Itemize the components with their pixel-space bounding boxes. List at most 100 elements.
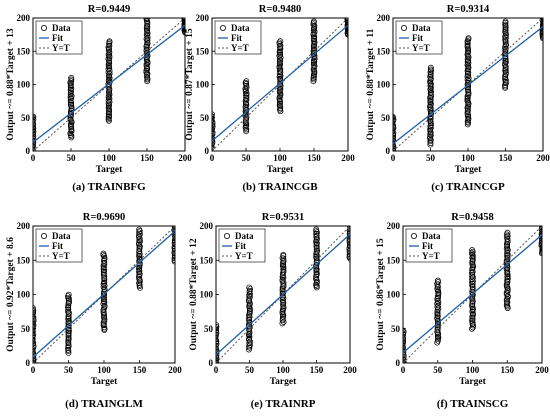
data-point: [136, 252, 142, 259]
data-point: [345, 31, 348, 37]
data-point: [504, 229, 511, 236]
x-tick-label: 50: [64, 365, 74, 375]
data-point: [65, 308, 71, 315]
data-point: [344, 18, 348, 25]
data-point: [434, 320, 441, 327]
data-point: [137, 231, 143, 237]
data-point: [280, 268, 287, 275]
data-point: [502, 24, 509, 31]
x-tick-label: 200: [536, 153, 550, 163]
data-point: [434, 337, 441, 344]
data-point: [100, 250, 107, 257]
plot-title: R=0.9458: [451, 212, 493, 223]
x-tick-label: 0: [31, 153, 36, 163]
y-axis-label: Output ~= 0.86*Target + 15: [376, 238, 386, 351]
data-point: [212, 119, 216, 126]
data-point: [106, 38, 113, 45]
x-tick-label: 150: [499, 153, 513, 163]
data-point: [106, 67, 113, 74]
data-point: [504, 246, 511, 253]
data-point: [171, 244, 175, 251]
data-point: [33, 328, 36, 335]
data-point: [33, 314, 37, 321]
data-point: [101, 282, 108, 289]
data-point: [277, 66, 284, 73]
data-point: [468, 325, 475, 332]
data-point: [243, 128, 250, 135]
data-point: [539, 24, 543, 31]
data-point: [465, 60, 472, 67]
data-point: [143, 73, 150, 80]
data-point: [427, 122, 434, 129]
data-point: [393, 124, 397, 130]
y-tick-label: 50: [204, 324, 214, 334]
data-point: [216, 336, 219, 343]
data-point: [403, 348, 407, 355]
data-point: [65, 331, 72, 338]
data-point: [393, 130, 397, 137]
data-point: [171, 237, 175, 244]
plot-title: R=0.9314: [447, 4, 490, 15]
data-point: [539, 243, 542, 250]
data-point: [345, 21, 348, 28]
data-point: [100, 252, 107, 259]
y-tick-label: 200: [196, 13, 210, 23]
data-point: [101, 278, 108, 285]
legend-fit-label: Fit: [231, 33, 242, 43]
data-point: [465, 82, 472, 89]
data-point: [33, 336, 36, 343]
fit-line: [216, 233, 350, 356]
data-point: [310, 48, 317, 55]
data-point: [469, 247, 476, 254]
legend-yt-label: Y=T: [422, 251, 440, 261]
data-point: [247, 293, 253, 300]
data-point: [464, 93, 471, 100]
data-point: [502, 33, 509, 40]
data-point: [144, 37, 151, 44]
data-point: [344, 18, 348, 23]
data-point: [143, 61, 150, 68]
regression-panel-d: 0 50 100 150 200 0 50 100 150 200 R=0.9690 Target Ou…: [6, 212, 182, 410]
regression-panel-b: 0 50 100 150 200 0 50 100 150 200 R=0.9480 Target Ou…: [185, 4, 355, 193]
legend-fit-label: Fit: [412, 33, 423, 43]
data-point: [143, 63, 150, 70]
data-point: [136, 248, 143, 254]
data-point: [106, 52, 113, 59]
data-point: [212, 138, 216, 145]
data-point: [276, 73, 283, 80]
data-point: [280, 251, 287, 258]
y-tick-label: 100: [200, 290, 214, 300]
data-point: [246, 284, 253, 291]
x-tick-label: 100: [276, 365, 290, 375]
data-point: [172, 241, 175, 248]
data-point: [279, 286, 286, 293]
data-point: [67, 115, 74, 122]
x-tick-label: 150: [501, 365, 515, 375]
data-point: [171, 255, 175, 262]
data-point: [280, 295, 287, 302]
data-point: [465, 103, 472, 110]
legend-data-marker: [223, 232, 230, 239]
y-tick-label: 150: [200, 255, 214, 265]
data-point: [247, 286, 254, 293]
data-point: [393, 148, 397, 151]
data-point: [67, 86, 74, 93]
data-point: [469, 274, 476, 281]
data-point: [313, 243, 320, 250]
data-point: [277, 54, 284, 61]
data-point: [33, 146, 36, 151]
data-point: [313, 228, 320, 235]
x-tick-label: 100: [97, 365, 111, 375]
data-point: [469, 321, 476, 327]
data-point: [346, 242, 350, 248]
data-point: [33, 347, 36, 354]
data-point: [33, 124, 36, 131]
data-point: [65, 313, 72, 320]
data-point: [313, 226, 320, 233]
data-point: [136, 275, 143, 282]
data-point: [464, 76, 471, 83]
data-point: [65, 291, 72, 298]
data-point: [242, 108, 249, 115]
data-point: [539, 232, 542, 238]
